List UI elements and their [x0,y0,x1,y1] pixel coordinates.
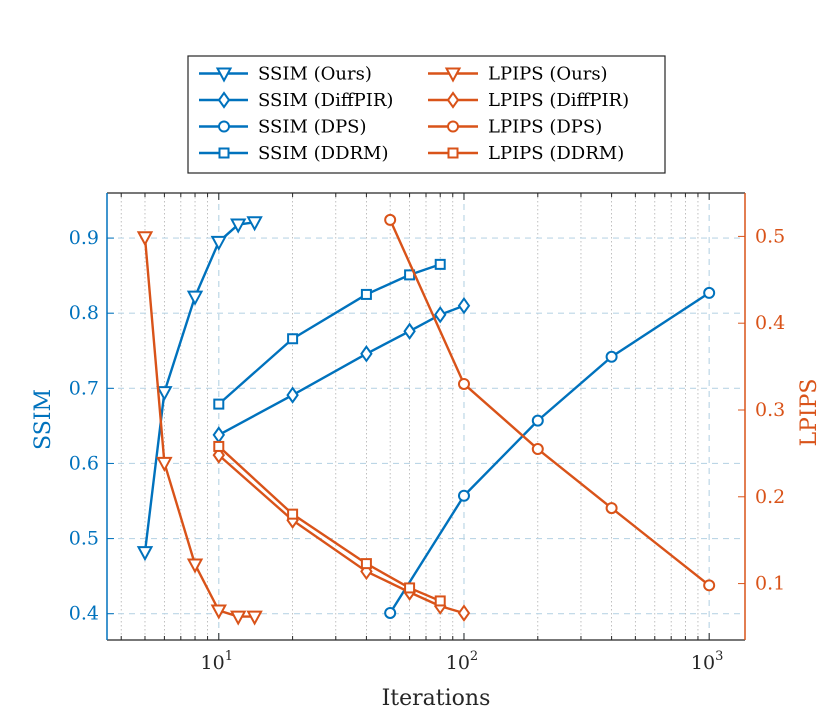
legend-box [187,55,666,174]
data-point-ssim-ours [246,216,263,232]
x-tick-label-exponent: 3 [715,649,723,664]
data-point-ssim-dps [605,350,618,363]
right-y-tick-label: 0.5 [755,225,785,247]
legend-label: LPIPS (DPS) [488,117,602,138]
legend-entry-lpips-ours: LPIPS (Ours) [428,64,608,85]
right-y-tick-label: 0.4 [755,312,785,334]
data-point-ssim-ours [230,218,247,234]
right-y-tick-label: 0.3 [755,399,785,421]
data-point-ssim-ours [186,290,204,306]
left-y-tick-label: 0.8 [69,302,99,324]
data-point-ssim-ours [136,546,154,562]
left-y-tick-label: 0.6 [69,452,99,474]
legend-label: LPIPS (DiffPIR) [488,90,629,111]
series-lpips-ddrm [213,440,446,607]
legend-marker [447,147,459,159]
data-point-lpips-dps [703,579,716,592]
legend-marker [218,120,230,133]
right-y-axis-label: LPIPS [797,379,822,447]
legend-label: SSIM (DiffPIR) [258,90,393,111]
x-axis-label: Iterations [382,686,491,711]
legend-entry-ssim-diffpir: SSIM (DiffPIR) [199,90,393,111]
data-point-lpips-dps [531,443,544,456]
data-point-ssim-diffpir [360,345,373,363]
legend-entry-ssim-ours: SSIM (Ours) [199,64,372,85]
left-y-tick-label: 0.9 [69,227,99,249]
legend-label: LPIPS (Ours) [488,64,608,85]
data-point-lpips-dps [457,377,470,390]
x-tick-label: 101 [201,649,233,674]
left-y-tick-label: 0.4 [69,603,99,625]
x-tick-label-base: 10 [201,652,225,674]
legend-entry-lpips-diffpir: LPIPS (DiffPIR) [428,90,629,111]
legend-label: SSIM (Ours) [258,64,372,85]
series-ssim-diffpir [212,296,471,444]
axes: 101 102 1030.40.50.60.70.80.90.10.20.30.40… [31,192,822,711]
data-point-lpips-ours [136,231,154,247]
data-point-ssim-ddrm [287,333,299,345]
left-y-tick-label: 0.7 [69,377,99,399]
series-ssim-dps [384,286,716,619]
x-tick-label-exponent: 1 [225,649,233,664]
legend-entry-ssim-dps: SSIM (DPS) [199,117,367,138]
data-point-lpips-ddrm [287,508,299,520]
data-point-lpips-ddrm [404,582,416,594]
data-point-ssim-diffpir [433,305,447,324]
legend-label: LPIPS (DDRM) [488,143,624,164]
series-lpips-dps [384,213,716,592]
data-point-ssim-diffpir [457,296,471,315]
data-point-ssim-dps [703,286,716,299]
left-y-axis-label: SSIM [31,389,56,450]
legend-label: SSIM (DPS) [258,117,367,138]
data-point-lpips-ours [186,558,204,574]
data-point-lpips-ddrm [434,595,446,607]
legend-marker [218,147,230,159]
left-y-tick-label: 0.5 [69,528,99,550]
x-tick-label-exponent: 2 [470,649,478,664]
data-point-lpips-ours [210,604,227,620]
data-point-ssim-ddrm [213,398,225,410]
legend-marker [446,91,460,109]
x-tick-label: 103 [691,649,723,674]
right-y-tick-label: 0.1 [755,573,785,595]
data-point-ssim-ddrm [360,288,372,300]
legend-entry-lpips-dps: LPIPS (DPS) [428,117,602,138]
series-lpips-ours [136,231,263,626]
data-point-ssim-dps [457,489,470,502]
data-point-lpips-ddrm [360,558,372,570]
legend-label: SSIM (DDRM) [258,143,389,164]
right-y-tick-label: 0.2 [755,486,785,508]
data-point-lpips-ours [246,610,263,626]
legend-marker [444,67,462,83]
data-point-ssim-dps [384,606,397,619]
legend-entry-lpips-ddrm: LPIPS (DDRM) [428,143,624,164]
series-layer [136,213,716,626]
legend: SSIM (Ours) SSIM (DiffPIR) SSIM (DPS) SSIM … [187,55,666,174]
data-point-lpips-ours [230,610,247,626]
data-point-ssim-ours [210,235,227,251]
data-point-ssim-diffpir [286,386,299,404]
data-point-ssim-dps [531,414,544,427]
legend-marker [447,120,459,133]
data-point-ssim-ours [156,386,173,402]
x-tick-label: 102 [446,649,478,674]
data-point-lpips-diffpir [457,604,471,622]
x-tick-label-base: 10 [446,652,470,674]
data-point-ssim-diffpir [403,322,416,340]
data-point-lpips-dps [605,502,618,515]
data-point-lpips-dps [384,213,397,226]
legend-marker [217,91,231,109]
legend-entry-ssim-ddrm: SSIM (DDRM) [199,143,389,164]
legend-marker [215,67,233,83]
x-tick-label-base: 10 [691,652,715,674]
data-point-lpips-ours [156,456,173,473]
data-point-lpips-ddrm [213,440,225,452]
data-point-ssim-ddrm [434,258,446,270]
